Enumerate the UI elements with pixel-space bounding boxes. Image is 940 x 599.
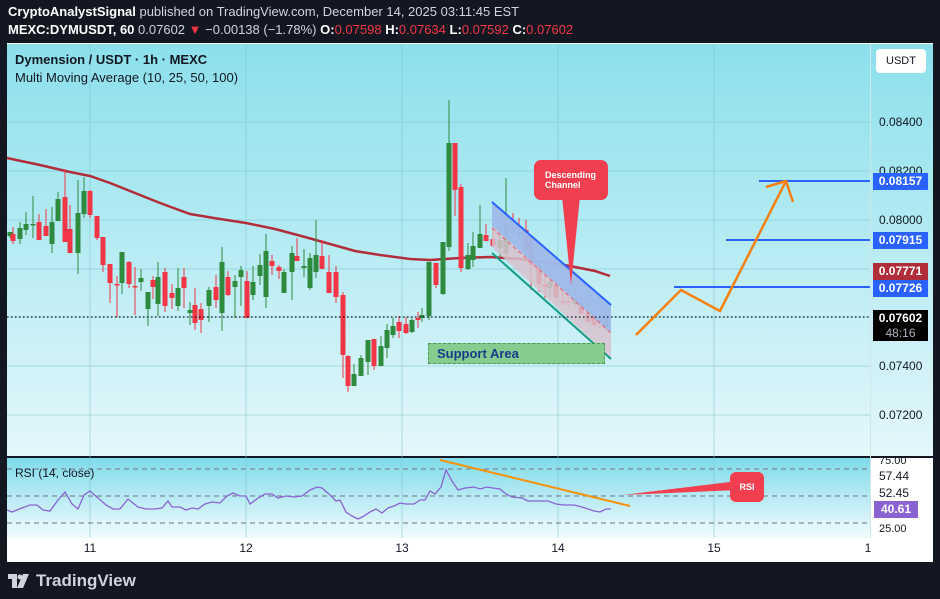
tradingview-logo-icon: [8, 574, 29, 588]
target-3-label: 0.08157: [873, 173, 928, 190]
price-pane[interactable]: [7, 44, 870, 456]
x-tick: 1: [864, 541, 872, 555]
brand-name: TradingView: [36, 571, 136, 590]
target-1-label: 0.07726: [873, 280, 928, 297]
channel-mid-line: [491, 227, 612, 334]
ma-price-label: 0.07771: [873, 263, 928, 280]
rsi-note-pointer: [623, 481, 738, 495]
rsi-tick: 25.00: [879, 523, 907, 535]
close-label: C:: [512, 22, 527, 37]
high-label: H:: [385, 22, 399, 37]
symbol-info: MEXC:DYMUSDT, 60 0.07602 ▼ −0.00138 (−1.…: [8, 22, 573, 37]
y-tick: 0.08400: [879, 115, 923, 129]
x-tick: 11: [83, 541, 97, 555]
rsi-axis[interactable]: [871, 458, 933, 538]
pane-separator[interactable]: [7, 456, 933, 458]
open-value: 0.07598: [334, 22, 382, 37]
author-name[interactable]: CryptoAnalystSignal: [8, 4, 136, 19]
channel-upper-line: [491, 201, 612, 306]
channel-lower-line: [491, 252, 612, 360]
descending-channel-note[interactable]: Descending Channel: [534, 160, 608, 200]
high-value: 0.07634: [398, 22, 446, 37]
rsi-tick: 57.44: [879, 469, 910, 483]
bar-countdown: 48:16: [885, 326, 916, 340]
x-tick: 12: [239, 541, 253, 555]
note-pointer: [562, 196, 580, 285]
x-tick: 14: [551, 541, 565, 555]
support-area[interactable]: Support Area: [428, 343, 605, 364]
rsi-pane[interactable]: [7, 458, 870, 538]
current-price: 0.07602: [878, 311, 923, 325]
publish-text: published on TradingView.com, December 1…: [135, 4, 520, 19]
current-price-label: 0.07602 48:16: [873, 310, 928, 341]
chart-title: Dymension / USDT · 1h · MEXC: [15, 52, 208, 67]
y-tick: 0.07200: [879, 408, 923, 422]
rsi-trendline[interactable]: [439, 459, 631, 507]
rsi-current-label: 40.61: [874, 501, 918, 518]
low-value: 0.07592: [461, 22, 509, 37]
publish-info: CryptoAnalystSignal published on Trading…: [8, 4, 519, 19]
indicator-legend[interactable]: Multi Moving Average (10, 25, 50, 100): [15, 70, 239, 85]
grid: [7, 44, 870, 538]
x-tick: 15: [707, 541, 721, 555]
rsi-legend[interactable]: RSI (14, close): [15, 466, 95, 480]
last-price: 0.07602: [138, 22, 186, 37]
rsi-tick: 52.45: [879, 486, 910, 500]
symbol: MEXC:DYMUSDT, 60: [8, 22, 135, 37]
rsi-line: [6, 468, 611, 520]
currency-button[interactable]: USDT: [876, 49, 926, 73]
price-axis[interactable]: [871, 44, 933, 456]
arrow-head-icon: [765, 179, 795, 203]
x-tick: 13: [395, 541, 409, 555]
projection-path[interactable]: [635, 180, 788, 336]
channel-upper-fill: [492, 202, 611, 333]
target-2-label: 0.07915: [873, 232, 928, 249]
tradingview-logo[interactable]: TradingView: [8, 571, 136, 591]
close-value: 0.07602: [526, 22, 574, 37]
price-change: −0.00138 (−1.78%): [205, 22, 317, 37]
y-tick: 0.08000: [879, 213, 923, 227]
rsi-tick: 75.00: [879, 455, 907, 467]
rsi-note[interactable]: RSI: [730, 472, 764, 502]
note-line-1: Descending: [545, 170, 597, 180]
y-tick: 0.07400: [879, 359, 923, 373]
down-triangle-icon: ▼: [188, 22, 202, 37]
open-label: O:: [320, 22, 335, 37]
low-label: L:: [449, 22, 462, 37]
note-line-2: Channel: [545, 180, 581, 190]
